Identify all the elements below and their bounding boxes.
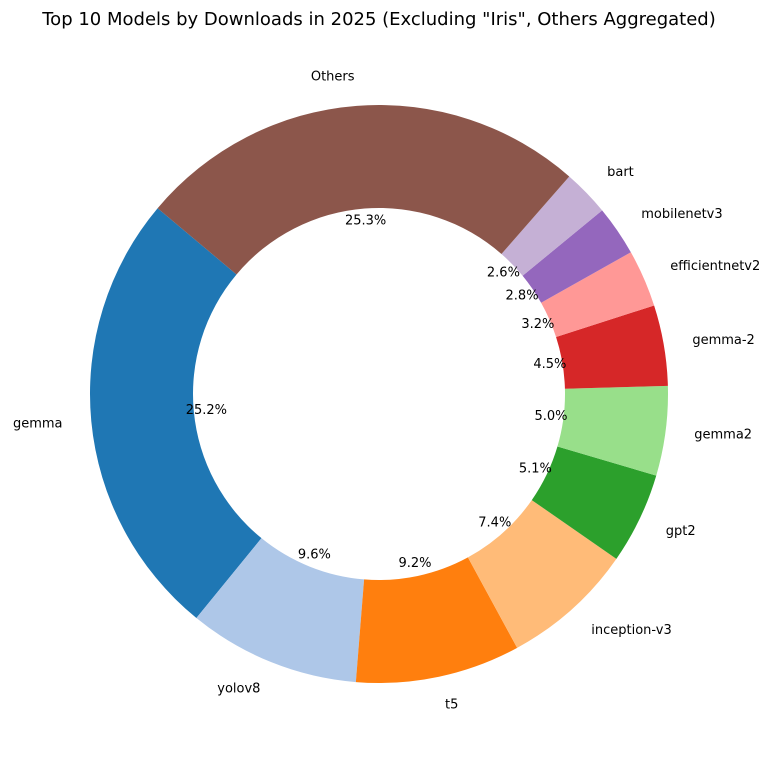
slice-label-inception-v3: inception-v3: [591, 623, 671, 638]
percent-label-inception-v3: 7.4%: [478, 516, 511, 531]
slice-label-t5: t5: [445, 697, 458, 712]
percent-label-gemma2: 5.0%: [534, 409, 567, 424]
percent-label-efficientnetv2: 3.2%: [521, 317, 554, 332]
slice-gemma2: [557, 385, 669, 476]
slice-yolov8: [196, 538, 365, 683]
slice-label-gemma: gemma: [13, 416, 63, 431]
percent-label-others: 25.3%: [345, 214, 386, 229]
slice-gemma-2: [556, 305, 668, 389]
slice-bart: [501, 176, 603, 276]
slice-efficientnetv2: [541, 252, 655, 338]
slice-label-mobilenetv3: mobilenetv3: [641, 207, 722, 222]
slice-label-yolov8: yolov8: [217, 681, 260, 696]
slice-label-gemma-2: gemma-2: [692, 333, 755, 348]
slice-label-others: Others: [311, 70, 355, 85]
slice-mobilenetv3: [522, 210, 631, 303]
slices-group: [89, 105, 669, 683]
slice-label-bart: bart: [607, 165, 634, 180]
slice-label-gpt2: gpt2: [666, 524, 696, 539]
percent-label-yolov8: 9.6%: [298, 547, 331, 562]
percent-label-gpt2: 5.1%: [519, 461, 552, 476]
percent-labels-group: 25.2% 9.6% 9.2% 7.4% 5.1% 5.0% 4.5% 3.2% 2.8% 2.6…: [186, 214, 568, 572]
slice-label-gemma2: gemma2: [694, 427, 752, 442]
slice-others: [157, 105, 570, 275]
percent-label-gemma-2: 4.5%: [533, 357, 566, 372]
slice-gemma: [89, 208, 262, 618]
chart-title: Top 10 Models by Downloads in 2025 (Excl…: [41, 9, 716, 30]
slice-gpt2: [531, 446, 657, 559]
slice-inception-v3: [467, 500, 617, 648]
labels-group: gemma yolov8 t5 inception-v3 gpt2 gemma2 gemma…: [13, 70, 760, 713]
percent-label-mobilenetv3: 2.8%: [506, 288, 539, 303]
percent-label-gemma: 25.2%: [186, 403, 227, 418]
slice-t5: [355, 557, 518, 683]
slice-label-efficientnetv2: efficientnetv2: [670, 259, 760, 274]
percent-label-t5: 9.2%: [398, 556, 431, 571]
percent-label-bart: 2.6%: [487, 266, 520, 281]
